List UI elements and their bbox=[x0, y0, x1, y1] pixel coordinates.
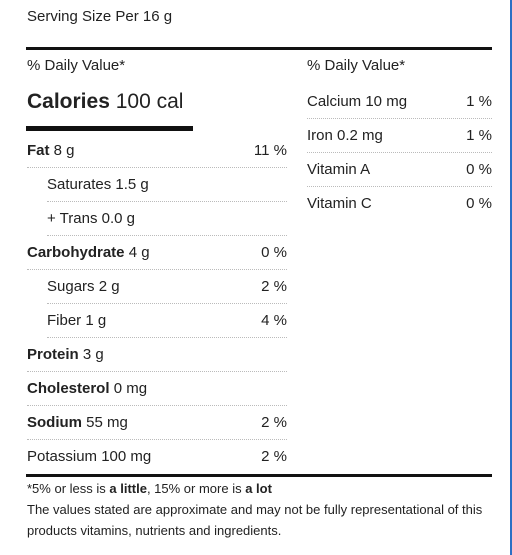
window-edge bbox=[510, 0, 512, 555]
nutrient-row-fiber: Fiber 1 g 4 % bbox=[47, 303, 287, 338]
footnote-text-d: a lot bbox=[245, 481, 272, 496]
calories: Calories 100 cal bbox=[27, 90, 183, 114]
nutrient-label: Vitamin A bbox=[307, 160, 371, 178]
nutrient-row-vitamin-c: Vitamin C 0 % bbox=[307, 186, 492, 220]
serving-size: Serving Size Per 16 g bbox=[27, 8, 173, 25]
nutrient-pct: 0 % bbox=[466, 194, 492, 212]
nutrient-amount: 3 g bbox=[82, 345, 104, 363]
calories-bar bbox=[26, 126, 193, 131]
nutrient-row-carbohydrate: Carbohydrate 4 g 0 % bbox=[27, 235, 287, 270]
nutrient-row-sodium: Sodium 55 mg 2 % bbox=[27, 405, 287, 440]
disclaimer: The values stated are approximate and ma… bbox=[27, 502, 483, 538]
nutrient-pct: 0 % bbox=[466, 160, 492, 178]
nutrient-label: + Trans 0.0 g bbox=[47, 209, 135, 227]
nutrient-label: Cholesterol bbox=[27, 379, 110, 397]
footnote-text-a: *5% or less is bbox=[27, 481, 110, 496]
nutrient-label: Fiber 1 g bbox=[47, 311, 107, 329]
nutrient-label: Saturates 1.5 g bbox=[47, 175, 149, 193]
nutrient-amount: 55 mg bbox=[86, 413, 128, 431]
nutrient-amount: 8 g bbox=[53, 141, 75, 159]
footer-rule bbox=[26, 474, 492, 477]
footnote-text-c: , 15% or more is bbox=[146, 481, 246, 496]
nutrient-row-cholesterol: Cholesterol 0 mg bbox=[27, 371, 287, 406]
footnote: *5% or less is a little, 15% or more is … bbox=[27, 478, 272, 499]
nutrient-pct: 1 % bbox=[466, 126, 492, 144]
nutrient-row-calcium: Calcium 10 mg 1 % bbox=[307, 84, 492, 119]
nutrient-label: Potassium 100 mg bbox=[27, 447, 152, 465]
nutrient-label: Fat bbox=[27, 141, 50, 159]
nutrient-pct: 2 % bbox=[261, 277, 287, 295]
nutrient-row-protein: Protein 3 g bbox=[27, 337, 287, 372]
nutrient-pct: 0 % bbox=[261, 243, 287, 261]
header-rule bbox=[26, 47, 492, 50]
calories-value: 100 cal bbox=[115, 90, 184, 113]
nutrient-row-saturates: Saturates 1.5 g bbox=[47, 167, 287, 202]
nutrient-label: Vitamin C bbox=[307, 194, 372, 212]
nutrient-amount: 4 g bbox=[128, 243, 150, 261]
nutrient-label: Calcium 10 mg bbox=[307, 92, 408, 110]
nutrient-row-iron: Iron 0.2 mg 1 % bbox=[307, 118, 492, 153]
nutrient-pct: 1 % bbox=[466, 92, 492, 110]
nutrient-pct: 2 % bbox=[261, 413, 287, 431]
nutrient-amount: 0 mg bbox=[113, 379, 148, 397]
nutrient-pct: 4 % bbox=[261, 311, 287, 329]
nutrient-label: Carbohydrate bbox=[27, 243, 125, 261]
nutrient-row-potassium: Potassium 100 mg 2 % bbox=[27, 439, 287, 473]
nutrient-label: Sugars 2 g bbox=[47, 277, 120, 295]
daily-value-header-right: % Daily Value* bbox=[307, 57, 406, 74]
nutrient-row-trans: + Trans 0.0 g bbox=[47, 201, 287, 236]
daily-value-header-left: % Daily Value* bbox=[27, 57, 126, 74]
nutrient-pct: 11 % bbox=[253, 141, 287, 159]
nutrient-label: Sodium bbox=[27, 413, 82, 431]
nutrient-label: Protein bbox=[27, 345, 79, 363]
calories-label: Calories bbox=[27, 90, 110, 113]
nutrient-row-sugars: Sugars 2 g 2 % bbox=[47, 269, 287, 304]
nutrient-row-fat: Fat 8 g 11 % bbox=[27, 133, 287, 168]
footnote-text-b: a little bbox=[109, 481, 147, 496]
nutrient-label: Iron 0.2 mg bbox=[307, 126, 383, 144]
nutrient-row-vitamin-a: Vitamin A 0 % bbox=[307, 152, 492, 187]
nutrient-pct: 2 % bbox=[261, 447, 287, 465]
